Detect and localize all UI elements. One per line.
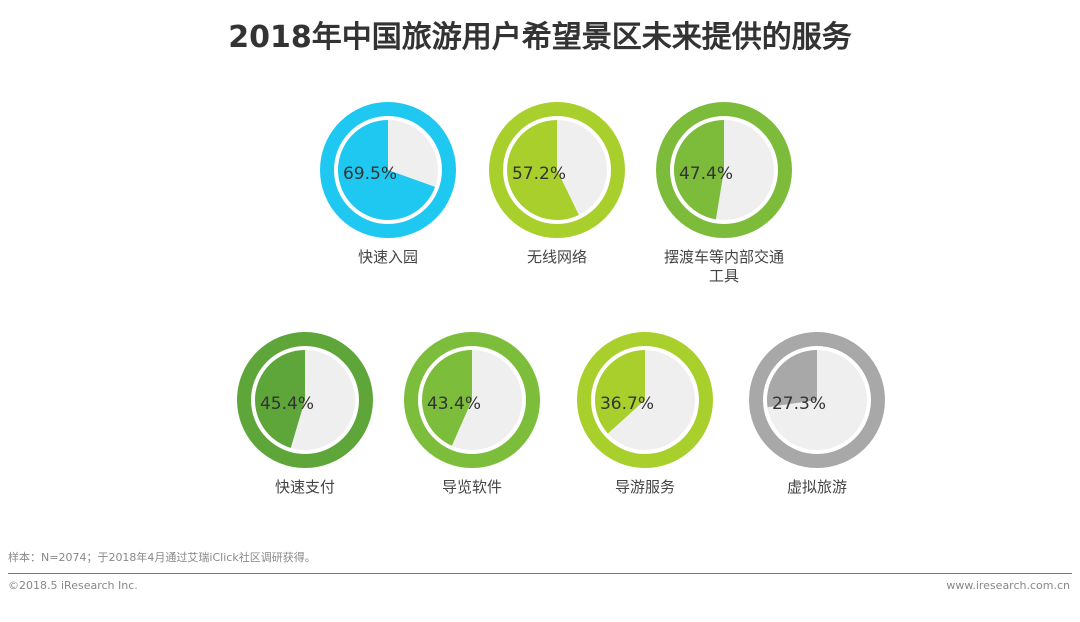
chart-title: 2018年中国旅游用户希望景区未来提供的服务 xyxy=(228,20,852,55)
value-label: 36.7% xyxy=(600,394,654,414)
category-label: 快速支付 xyxy=(275,478,335,496)
donut-ring xyxy=(656,102,792,238)
pie-slice xyxy=(595,350,645,434)
category-label: 工具 xyxy=(709,267,739,285)
donut-ring xyxy=(320,102,456,238)
category-label: 虚拟旅游 xyxy=(787,478,847,496)
pie-slice xyxy=(422,350,472,446)
donut-ring xyxy=(749,332,885,468)
pie-slice xyxy=(674,120,724,220)
value-label: 27.3% xyxy=(772,394,826,414)
copyright: ©2018.5 iResearch Inc. xyxy=(8,579,138,592)
value-label: 43.4% xyxy=(427,394,481,414)
value-label: 47.4% xyxy=(679,164,733,184)
value-label: 45.4% xyxy=(260,394,314,414)
website: www.iresearch.com.cn xyxy=(946,579,1070,592)
category-label: 导游服务 xyxy=(615,478,675,496)
category-label: 摆渡车等内部交通 xyxy=(664,248,784,266)
donut-ring xyxy=(577,332,713,468)
footer-divider xyxy=(8,573,1072,574)
category-label: 导览软件 xyxy=(442,478,502,496)
donut-ring xyxy=(489,102,625,238)
value-label: 57.2% xyxy=(512,164,566,184)
pie-slice xyxy=(766,350,817,408)
value-label: 69.5% xyxy=(343,164,397,184)
donut-ring xyxy=(237,332,373,468)
category-label: 无线网络 xyxy=(527,248,587,266)
pie-slice xyxy=(254,350,305,448)
category-label: 快速入园 xyxy=(358,248,418,266)
donut-ring xyxy=(404,332,540,468)
pie-slice xyxy=(338,120,436,220)
pie-slice xyxy=(506,120,579,221)
sample-note: 样本：N=2074；于2018年4月通过艾瑞iClick社区调研获得。 xyxy=(8,551,316,564)
